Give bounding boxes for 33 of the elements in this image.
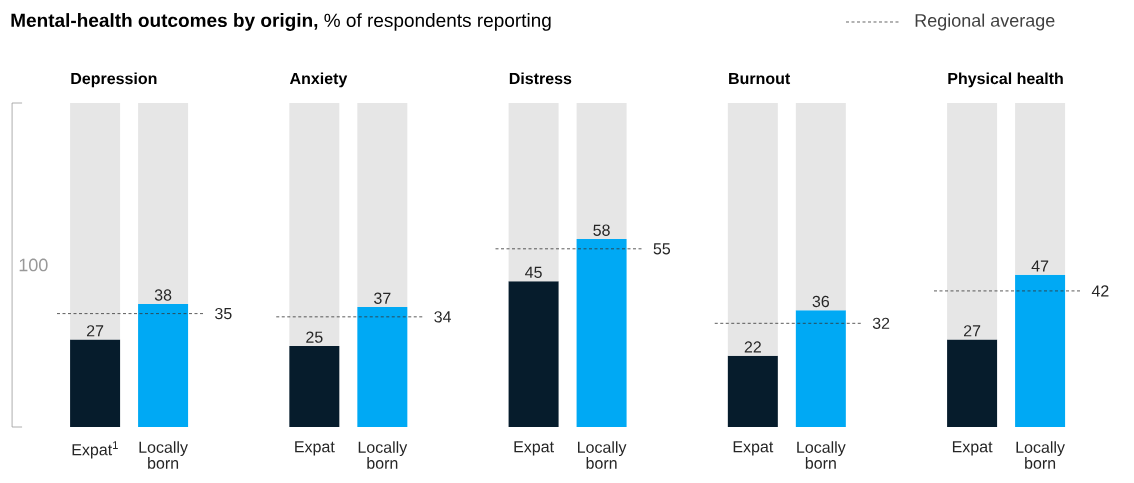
chart-title: Depression xyxy=(71,72,157,88)
data-label: 22 xyxy=(744,341,761,353)
data-label: 25 xyxy=(306,331,323,343)
x-tick-label: Expat xyxy=(514,441,554,456)
data-label: 27 xyxy=(963,325,981,337)
data-label: 38 xyxy=(154,289,172,301)
data-label: 47 xyxy=(1031,260,1049,272)
x-tick-label: Locally born xyxy=(797,441,846,469)
chart-title: Anxiety xyxy=(289,72,348,88)
text: Regional average xyxy=(915,13,1055,31)
text: 100 xyxy=(19,258,48,272)
ref-line-label: 42 xyxy=(1091,285,1109,297)
x-tick-label: Locally born xyxy=(139,441,188,469)
data-label: 37 xyxy=(374,292,391,304)
chart-title: Distress xyxy=(509,72,572,85)
ref-line-label: 35 xyxy=(215,307,232,320)
x-tick-label: Locally born xyxy=(1016,441,1065,469)
x-tick-label: Expat xyxy=(295,441,335,456)
data-label: 58 xyxy=(593,224,610,236)
chart-title: Physical health xyxy=(948,72,1063,88)
ref-line-label: 34 xyxy=(434,311,452,323)
data-label: 27 xyxy=(86,325,104,337)
x-tick-label: Expat$^{1}$ xyxy=(72,441,118,459)
text: Mental-health outcomes by origin, % of respondents reporting xyxy=(11,13,551,31)
chart-title: Burnout xyxy=(729,72,791,85)
data-label: 45 xyxy=(525,266,542,278)
data-label: 36 xyxy=(812,295,830,308)
x-tick-label: Expat xyxy=(733,441,774,456)
x-tick-label: Locally born xyxy=(578,441,627,469)
x-tick-label: Locally born xyxy=(358,441,408,469)
x-tick-label: Expat xyxy=(952,441,993,456)
ref-line-label: 32 xyxy=(872,317,890,329)
ref-line-label: 55 xyxy=(653,243,671,255)
